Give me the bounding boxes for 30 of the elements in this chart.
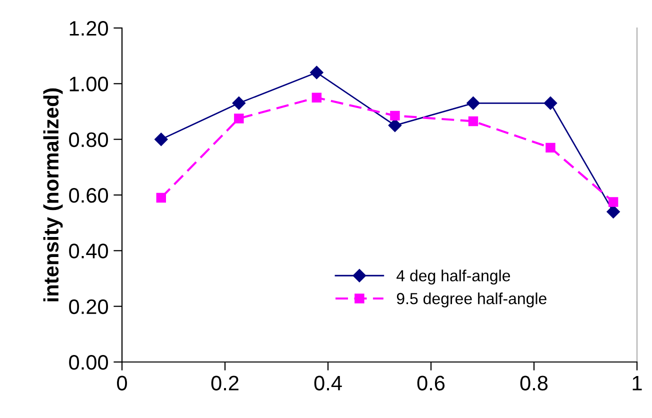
- x-tick-label: 1: [632, 376, 642, 390]
- y-tick-label: 0.40: [69, 244, 108, 258]
- point: [156, 192, 166, 203]
- x-tick-label: 0.8: [520, 376, 548, 390]
- point: [608, 197, 618, 207]
- y-tick-label: 0.60: [69, 188, 108, 203]
- point: [606, 205, 620, 218]
- point: [546, 142, 556, 153]
- point: [544, 96, 558, 110]
- x-tick-label: 0: [117, 376, 127, 390]
- point: [466, 96, 480, 110]
- point: [388, 118, 402, 132]
- x-tick-label: 0.2: [211, 376, 238, 390]
- y-tick-label: 0.20: [69, 299, 108, 314]
- legend-label: 9.5 degree half-angle: [396, 292, 546, 308]
- x-tick-label: 0.6: [417, 376, 445, 390]
- y-tick-label: 0.80: [69, 132, 108, 148]
- point: [312, 92, 322, 102]
- legend-label: 4 deg half-angle: [396, 270, 510, 285]
- x-tick-label: 0.4: [314, 376, 342, 390]
- y-axis-title: intensity (normalized): [43, 88, 63, 302]
- point: [310, 66, 324, 80]
- y-tick-label: 0.00: [69, 355, 108, 370]
- point: [232, 96, 246, 110]
- point: [154, 132, 168, 146]
- point: [390, 110, 400, 121]
- point: [234, 114, 244, 124]
- y-tick-label: 1.20: [70, 21, 108, 36]
- y-tick-label: 1.00: [70, 76, 108, 92]
- point: [468, 116, 478, 126]
